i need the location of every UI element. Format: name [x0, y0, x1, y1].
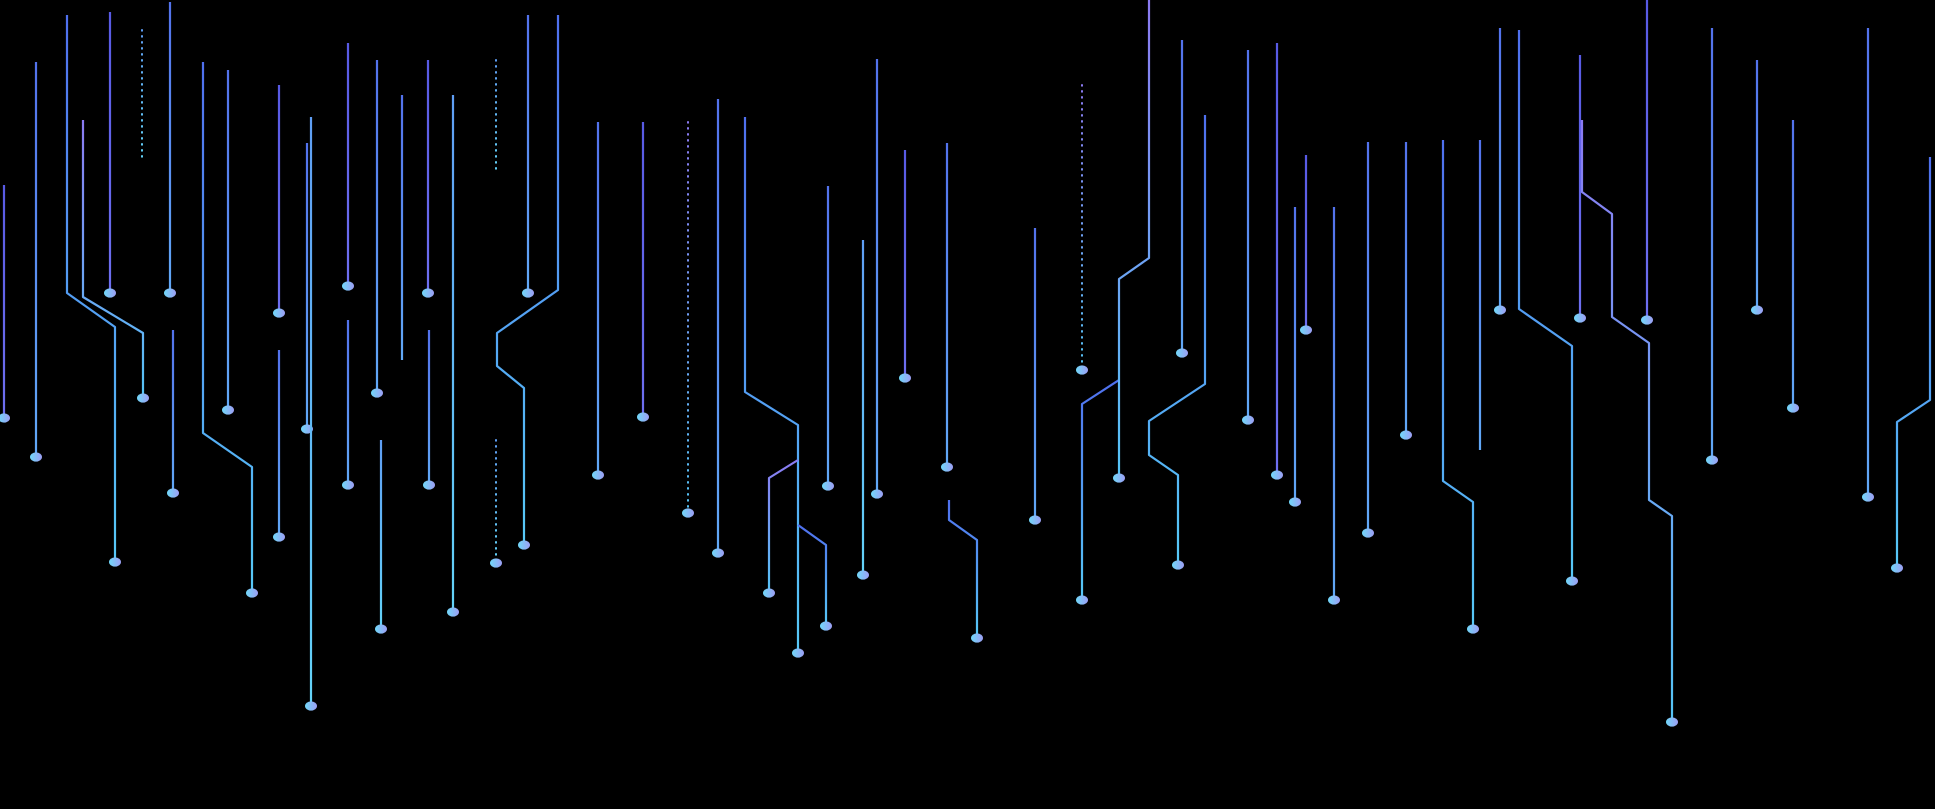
circuit-node-dot [1076, 365, 1088, 375]
circuit-node-dot [305, 701, 317, 711]
circuit-line [1080, 379, 1120, 600]
circuit-line [495, 15, 560, 545]
circuit-node-dot [871, 489, 883, 499]
circuit-node-dot [1891, 563, 1903, 573]
circuit-node-dot [375, 624, 387, 634]
circuit-node-dot [941, 462, 953, 472]
circuit-node-dot [1176, 348, 1188, 358]
circuit-line [767, 459, 799, 593]
circuit-node-dot [167, 488, 179, 498]
circuit-node-dot [137, 393, 149, 403]
circuit-line [797, 524, 828, 626]
circuit-node-dot [1494, 305, 1506, 315]
circuit-node-dot [371, 388, 383, 398]
circuit-node-dot [1641, 315, 1653, 325]
circuit-line [65, 15, 117, 562]
circuit-line [947, 500, 979, 638]
circuit-node-dot [820, 621, 832, 631]
circuit-node-dot [592, 470, 604, 480]
circuit-node-dot [1271, 470, 1283, 480]
circuit-node-dot [1242, 415, 1254, 425]
circuit-node-dot [682, 508, 694, 518]
circuit-node-dot [1467, 624, 1479, 634]
circuit-line [1147, 115, 1207, 565]
circuit-node-dot [109, 557, 121, 567]
circuit-node-dot [637, 412, 649, 422]
circuit-node-dot [822, 481, 834, 491]
circuit-line [1517, 30, 1574, 581]
circuit-node-dot [1289, 497, 1301, 507]
circuit-node-dot [342, 281, 354, 291]
circuit-node-dot [222, 405, 234, 415]
circuit-node-dot [246, 588, 258, 598]
circuit-node-dot [1029, 515, 1041, 525]
circuit-node-dot [899, 373, 911, 383]
circuit-node-dot [447, 607, 459, 617]
circuit-node-dot [522, 288, 534, 298]
circuit-line [201, 62, 254, 593]
circuit-node-dot [30, 452, 42, 462]
circuit-node-dot [1400, 430, 1412, 440]
circuit-line [1580, 120, 1674, 722]
circuit-node-dot [1751, 305, 1763, 315]
circuit-node-dot [423, 480, 435, 490]
circuit-node-dot [273, 308, 285, 318]
circuit-node-dot [1574, 313, 1586, 323]
circuit-node-dot [422, 288, 434, 298]
circuit-node-dot [763, 588, 775, 598]
circuit-node-dot [857, 570, 869, 580]
circuit-node-dot [712, 548, 724, 558]
circuit-node-dot [792, 648, 804, 658]
circuit-node-dot [1862, 492, 1874, 502]
circuit-node-dot [490, 558, 502, 568]
circuit-node-dot [1172, 560, 1184, 570]
circuit-line [1117, 0, 1151, 478]
circuit-line [81, 120, 145, 398]
circuit-line [1895, 157, 1932, 568]
circuit-node-dot [1300, 325, 1312, 335]
circuit-node-dot [1328, 595, 1340, 605]
circuit-node-dot [971, 633, 983, 643]
circuit-node-dot [1706, 455, 1718, 465]
circuit-node-dot [0, 413, 10, 423]
circuit-line [1441, 140, 1475, 629]
circuit-node-dot [342, 480, 354, 490]
circuit-node-dot [1076, 595, 1088, 605]
circuit-node-dot [518, 540, 530, 550]
circuit-node-dot [1787, 403, 1799, 413]
circuit-node-dot [1113, 473, 1125, 483]
circuit-node-dot [164, 288, 176, 298]
circuit-node-dot [1362, 528, 1374, 538]
circuit-line [743, 117, 800, 653]
circuit-node-dot [273, 532, 285, 542]
circuit-node-dot [1566, 576, 1578, 586]
circuit-node-dot [104, 288, 116, 298]
circuit-node-dot [1666, 717, 1678, 727]
